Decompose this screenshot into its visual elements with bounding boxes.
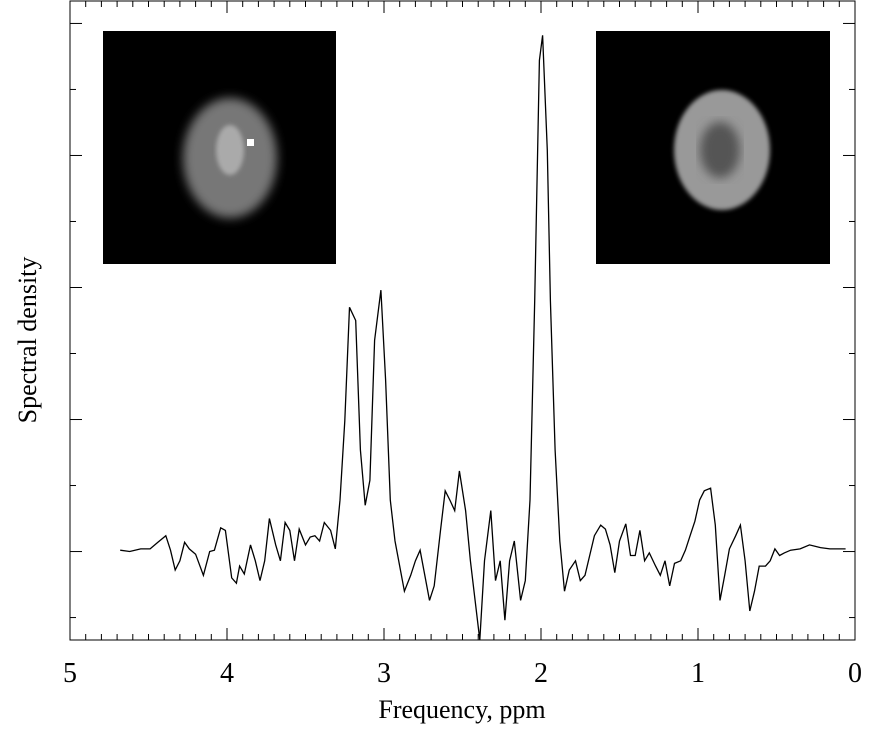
x-tick-label: 1 bbox=[691, 658, 705, 689]
inset-image-left bbox=[103, 31, 336, 264]
y-axis-label: Spectral density bbox=[13, 257, 42, 424]
x-tick-label: 2 bbox=[534, 658, 548, 689]
x-tick-label: 4 bbox=[220, 658, 234, 689]
x-tick-label: 5 bbox=[63, 658, 77, 689]
spectrum-line bbox=[120, 35, 846, 641]
x-tick-label: 0 bbox=[848, 658, 862, 689]
x-axis-label: Frequency, ppm bbox=[378, 695, 545, 724]
inset-image-right bbox=[596, 31, 830, 264]
x-tick-label: 3 bbox=[377, 658, 391, 689]
